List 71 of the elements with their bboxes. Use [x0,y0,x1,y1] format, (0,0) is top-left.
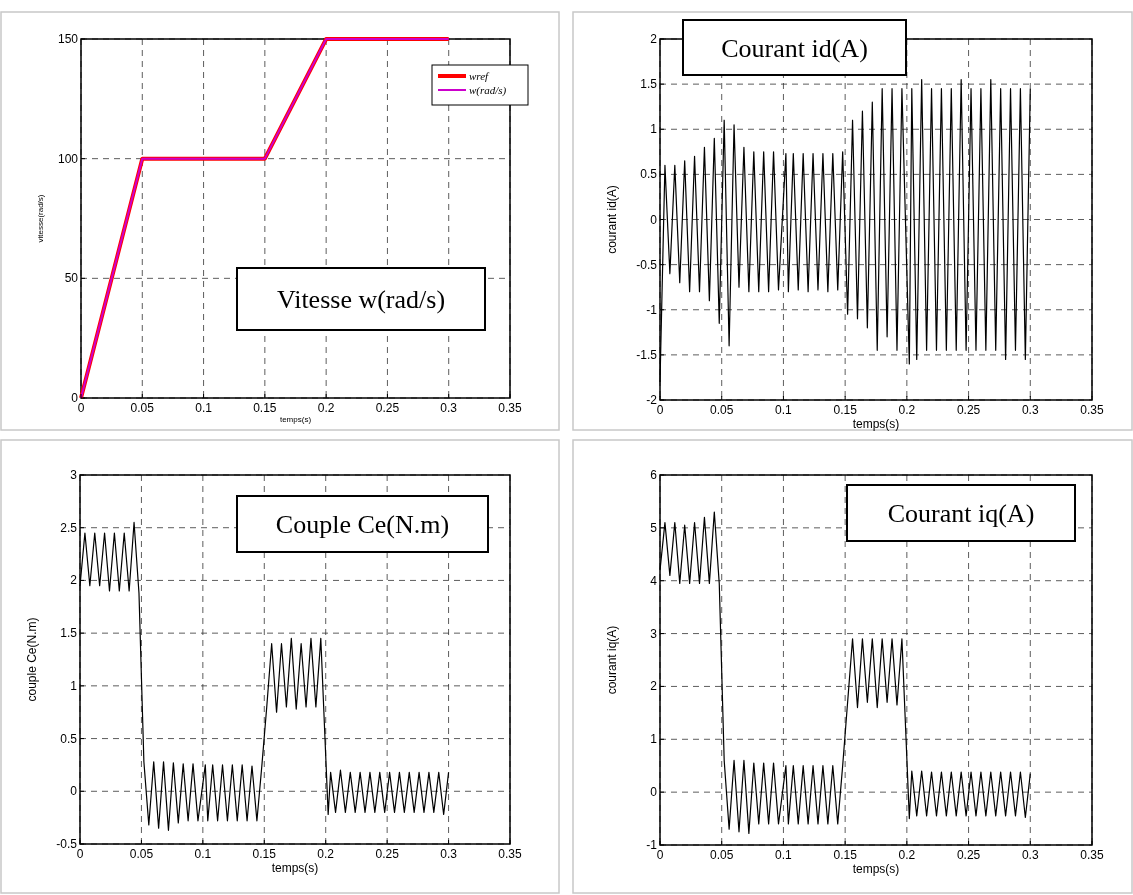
x-tick-label: 0.2 [317,401,335,415]
x-tick-label: 0.15 [252,847,277,861]
legend-label: wref [469,70,491,82]
x-tick-label: 0.3 [440,847,458,861]
y-tick-label: -2 [646,393,658,407]
y-tick-label: 0 [71,391,79,405]
x-tick-label: 0.2 [898,848,916,862]
x-tick-label: 0.05 [130,401,155,415]
x-tick-label: 0.1 [195,401,213,415]
x-tick-label: 0.35 [498,401,522,415]
x-tick-label: 0.25 [375,401,400,415]
x-tick-label: 0.2 [898,403,916,417]
y-axis-title: courant id(A) [605,185,619,254]
y-tick-label: 5 [650,520,658,535]
x-tick-label: 0.1 [775,403,793,417]
y-tick-label: 0 [650,212,658,227]
x-axis-title: temps(s) [852,417,900,431]
y-tick-label: 2 [650,32,658,46]
y-tick-label: 1 [70,678,78,693]
y-tick-label: 1 [650,122,658,137]
x-tick-label: 0.05 [129,847,154,861]
y-tick-label: 2.5 [60,520,78,535]
chart-title: Courant id(A) [721,33,868,63]
text: Courant iq(A) [887,499,1035,528]
y-tick-label: -1 [646,302,658,317]
x-axis-title: temps(s) [271,861,319,875]
x-tick-label: 0.15 [253,401,277,415]
x-tick-label: 0.3 [440,401,458,415]
y-axis-title: vitesse(rad/s) [36,194,45,243]
text: Couple Ce(N.m) [275,510,450,539]
y-axis-title: courant iq(A) [605,625,619,695]
y-tick-label: -0.5 [636,257,658,272]
y-tick-label: 50 [64,271,79,286]
y-axis-title: couple Ce(N.m) [25,617,39,702]
x-axis-title: temps(s) [852,862,900,876]
y-tick-label: 150 [57,32,79,46]
x-tick-label: 0.35 [1080,848,1104,862]
y-tick-label: 1 [650,732,658,747]
y-tick-label: 4 [650,573,658,588]
x-tick-label: 0.1 [194,847,212,861]
y-tick-label: -1 [646,838,658,852]
y-tick-label: 6 [650,468,658,482]
y-tick-label: -0.5 [56,837,78,851]
x-tick-label: 0.05 [710,848,734,862]
x-axis-title: temps(s) [279,415,312,424]
y-tick-label: 0.5 [640,167,658,182]
y-tick-label: -1.5 [636,347,658,362]
x-tick-label: 0.25 [956,403,981,417]
y-tick-label: 1.5 [60,626,78,641]
x-tick-label: 0.25 [956,848,981,862]
x-tick-label: 0.25 [375,847,400,861]
y-tick-label: 3 [70,468,78,482]
y-tick-label: 0 [70,784,78,799]
x-tick-label: 0.15 [833,403,858,417]
y-tick-label: 2 [70,573,78,588]
y-tick-label: 0 [650,785,658,800]
legend-label: w(rad/s) [469,84,507,97]
x-tick-label: 0.1 [775,848,793,862]
text: Vitesse w(rad/s) [276,285,446,314]
x-tick-label: 0.3 [1021,403,1039,417]
x-tick-label: 0.35 [1080,403,1104,417]
y-tick-label: 3 [650,626,658,641]
y-tick-label: 1.5 [640,77,658,92]
x-tick-label: 0.05 [710,403,734,417]
x-tick-label: 0.35 [498,847,522,861]
y-tick-label: 100 [57,151,79,166]
x-tick-label: 0.15 [833,848,858,862]
x-tick-label: 0.3 [1021,848,1039,862]
y-tick-label: 2 [650,679,658,694]
y-tick-label: 0.5 [60,731,78,746]
x-tick-label: 0.2 [317,847,335,861]
